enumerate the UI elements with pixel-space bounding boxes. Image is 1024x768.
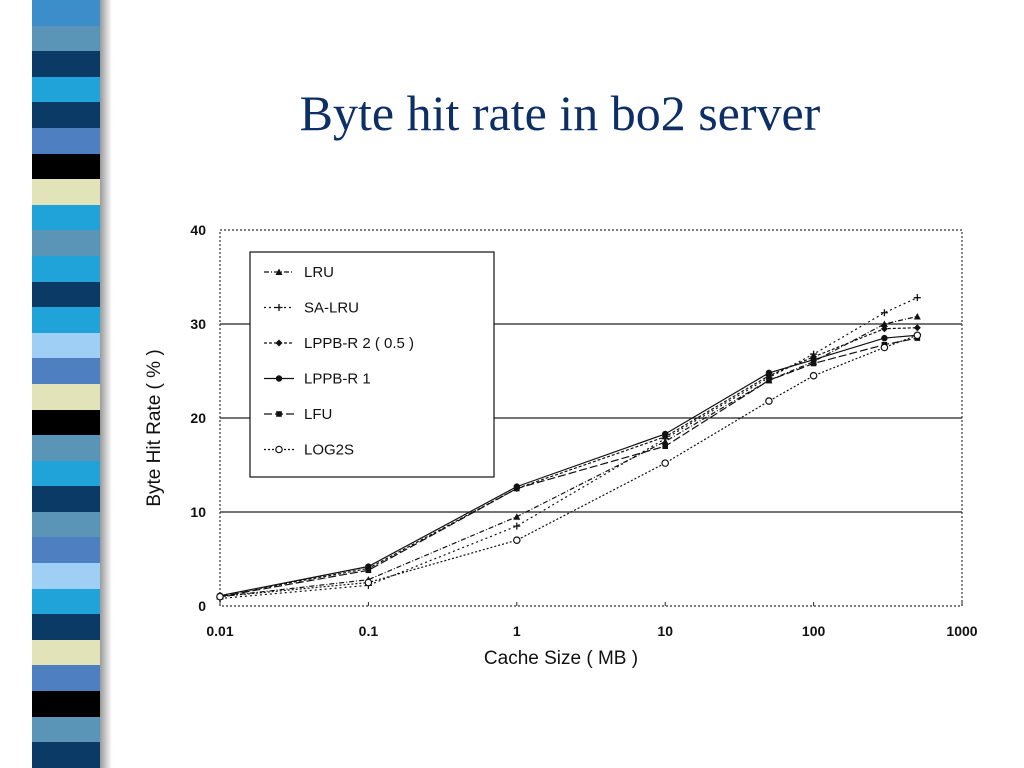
data-marker [766, 377, 772, 384]
stripe-segment [32, 614, 100, 640]
stripe-segment [32, 179, 100, 205]
stripe-segment [32, 204, 100, 231]
y-tick-label: 0 [198, 598, 206, 614]
stripe-segment [32, 25, 100, 52]
y-axis-label: Byte Hit Rate ( % ) [144, 349, 165, 506]
data-marker [513, 513, 521, 520]
data-marker [276, 411, 282, 417]
stripe-segment [32, 460, 100, 487]
byte-hit-rate-chart: 0 10 20 30 40 0.01 0.1 1 10 100 1000 LRU SA-LRU LPPB… [144, 222, 978, 669]
stripe-segment [32, 383, 100, 410]
stripe-segment [32, 255, 100, 282]
stripe-segment [32, 435, 100, 461]
series-line [219, 297, 918, 600]
legend-entry: LOG2S [304, 442, 354, 459]
data-marker [513, 522, 521, 530]
data-marker [275, 375, 283, 382]
x-axis-label: Cache Size ( MB ) [484, 648, 638, 669]
data-marker [810, 360, 817, 367]
data-marker [365, 567, 372, 574]
data-marker [880, 343, 889, 352]
stripe-segment [32, 486, 100, 512]
data-marker [880, 320, 888, 327]
data-marker [765, 369, 773, 377]
series-log2s [216, 331, 922, 601]
data-marker [662, 443, 668, 449]
y-tick-label: 20 [190, 410, 206, 426]
legend-entry: LRU [304, 264, 334, 281]
stripe-segment [32, 230, 100, 256]
stripe-segment [32, 153, 100, 180]
data-marker [913, 331, 922, 340]
x-tick-label: 100 [802, 623, 826, 639]
series-line [219, 315, 918, 598]
stripe-segment [32, 665, 100, 692]
stripe-segment [32, 281, 100, 308]
x-tick-label: 1000 [946, 623, 977, 639]
data-marker [364, 578, 373, 587]
stripe-segment [32, 51, 100, 77]
legend-box [249, 251, 495, 478]
stripe-shadow [100, 0, 112, 768]
data-marker [765, 397, 773, 405]
stripe-segment [32, 742, 100, 768]
y-tick-label: 40 [190, 222, 206, 238]
stripe-segment [32, 358, 100, 384]
data-marker [216, 592, 224, 601]
stripe-segment [32, 639, 100, 666]
series-line [219, 337, 918, 598]
data-marker [881, 334, 888, 342]
data-marker [275, 339, 283, 347]
stripe-segment [32, 537, 100, 564]
x-tick-label: 1 [513, 623, 521, 639]
data-marker [662, 430, 669, 438]
series-line [219, 327, 918, 597]
stripe-segment [32, 307, 100, 333]
decorative-stripe-bar [32, 0, 100, 768]
stripe-segment [32, 716, 100, 743]
stripe-segment [32, 563, 100, 589]
data-marker [275, 445, 283, 454]
data-marker [913, 312, 921, 320]
stripe-segment [32, 511, 100, 538]
x-tick-label: 0.01 [206, 623, 233, 639]
data-marker [880, 309, 888, 317]
x-tick-label: 10 [657, 623, 673, 639]
legend-entry: SA-LRU [304, 300, 359, 317]
data-marker [913, 324, 921, 332]
data-marker [880, 325, 888, 333]
stripe-segment [32, 127, 100, 154]
slide-title: Byte hit rate in bo2 server [299, 85, 821, 141]
data-marker [809, 371, 818, 380]
data-marker [512, 536, 521, 545]
x-tick-label: 0.1 [359, 623, 379, 639]
legend-entry: LPPB-R 2 ( 0.5 ) [304, 335, 414, 352]
data-marker [661, 459, 670, 467]
data-marker [514, 485, 520, 492]
plot-frame [219, 229, 963, 607]
data-marker [913, 294, 921, 302]
stripe-segment [32, 409, 100, 436]
data-marker [275, 304, 283, 311]
stripe-segment [32, 76, 100, 103]
stripe-segment [32, 332, 100, 359]
y-tick-label: 10 [190, 504, 206, 520]
stripe-segment [32, 691, 100, 717]
stripe-segment [32, 102, 100, 128]
series-line [219, 334, 918, 597]
y-tick-label: 30 [190, 316, 206, 332]
data-marker [275, 268, 283, 275]
legend-entry: LPPB-R 1 [304, 371, 371, 388]
legend-entry: LFU [304, 406, 332, 423]
stripe-segment [32, 588, 100, 615]
stripe-segment [32, 0, 100, 26]
chart-legend: LRU SA-LRU LPPB-R 2 ( 0.5 ) LPPB-R 1 LFU LOG2… [249, 251, 495, 478]
